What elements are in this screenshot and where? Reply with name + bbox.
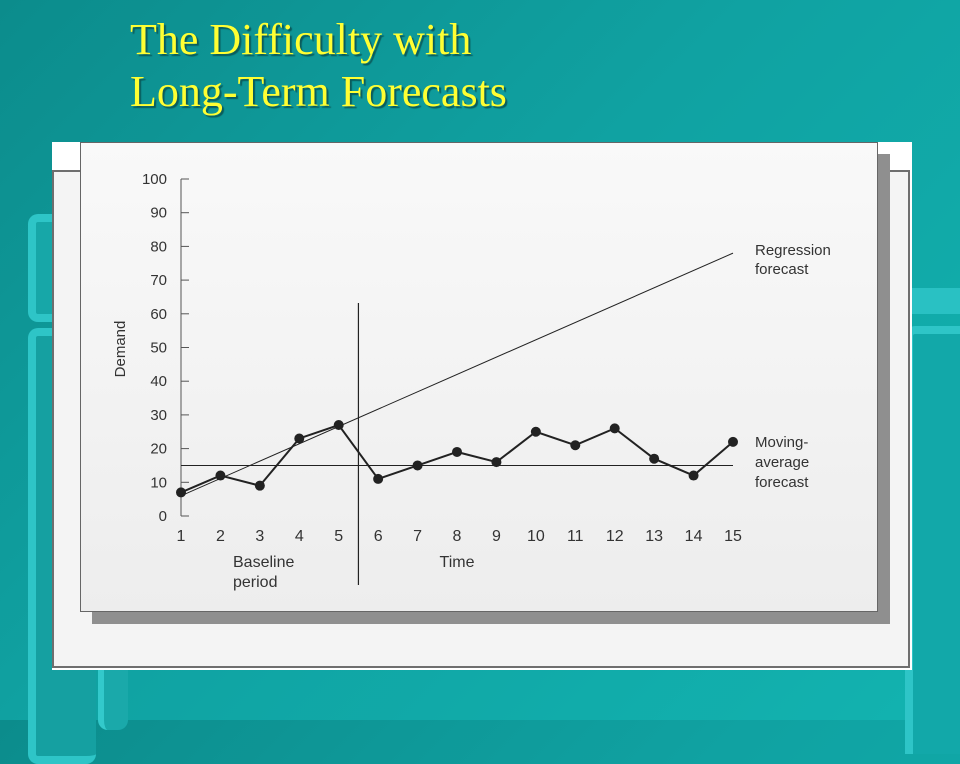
x-tick-label: 10 bbox=[527, 528, 545, 545]
demand-point bbox=[688, 470, 699, 481]
slide-title: The Difficulty with Long-Term Forecasts bbox=[130, 14, 507, 118]
x-tick-label: 8 bbox=[453, 528, 462, 545]
x-tick-label: 13 bbox=[645, 528, 663, 545]
y-tick-label: 0 bbox=[159, 508, 167, 525]
x-tick-label: 6 bbox=[374, 528, 383, 545]
decor-bracket-right bbox=[905, 326, 960, 754]
y-tick-label: 40 bbox=[150, 373, 167, 390]
demand-point bbox=[254, 480, 265, 491]
moving-label-line1: Moving- bbox=[755, 434, 808, 451]
y-tick-label: 90 bbox=[150, 205, 167, 222]
y-axis-label: Demand bbox=[112, 321, 129, 378]
demand-point bbox=[373, 473, 384, 484]
x-tick-label: 4 bbox=[295, 528, 304, 545]
demand-point bbox=[728, 436, 738, 447]
demand-point bbox=[491, 457, 502, 468]
x-tick-label: 14 bbox=[685, 528, 703, 545]
y-tick-label: 70 bbox=[150, 272, 167, 289]
demand-point bbox=[452, 446, 462, 457]
x-tick-label: 5 bbox=[334, 528, 343, 545]
chart-card: 0 10 20 30 40 50 60 70 80 90 100 1 2 3 4 5 6 7 8 9 10 11 12 13 1… bbox=[80, 142, 878, 612]
regression-label-line2: forecast bbox=[755, 261, 809, 278]
x-tick-label: 2 bbox=[216, 528, 225, 545]
slide-title-line1: The Difficulty with bbox=[130, 15, 472, 64]
slide-title-line2: Long-Term Forecasts bbox=[130, 67, 507, 116]
regression-forecast-line bbox=[180, 252, 734, 497]
demand-point bbox=[294, 433, 305, 444]
x-tick-label: 11 bbox=[567, 528, 584, 545]
demand-point bbox=[570, 440, 581, 451]
y-tick-label: 80 bbox=[150, 238, 167, 255]
x-tick-label: 15 bbox=[724, 528, 742, 545]
x-tick-label: 12 bbox=[606, 528, 624, 545]
demand-point bbox=[649, 453, 660, 464]
baseline-label-line2: period bbox=[233, 574, 277, 591]
regression-label-line1: Regression bbox=[755, 242, 831, 259]
demand-point bbox=[215, 470, 226, 481]
demand-point bbox=[412, 460, 423, 471]
x-tick-label: 9 bbox=[492, 528, 501, 545]
moving-label-line2: average bbox=[755, 454, 809, 471]
y-tick-label: 50 bbox=[150, 340, 167, 357]
x-tick-label: 3 bbox=[255, 528, 264, 545]
demand-point bbox=[530, 426, 541, 437]
y-tick-label: 10 bbox=[150, 474, 167, 491]
demand-point bbox=[176, 487, 186, 498]
x-tick-label: 1 bbox=[177, 528, 186, 545]
y-tick-label: 30 bbox=[150, 407, 167, 424]
decor-tab-right bbox=[905, 288, 960, 314]
chart-figure: 0 10 20 30 40 50 60 70 80 90 100 1 2 3 4 5 6 7 8 9 10 11 12 13 1… bbox=[52, 142, 912, 670]
y-tick-label: 20 bbox=[150, 441, 167, 458]
moving-label-line3: forecast bbox=[755, 474, 809, 491]
x-axis-label: Time bbox=[440, 554, 475, 571]
y-tick-label: 100 bbox=[142, 171, 167, 188]
demand-point bbox=[333, 420, 344, 431]
marker-layer bbox=[176, 420, 738, 498]
baseline-label-line1: Baseline bbox=[233, 554, 294, 571]
demand-point bbox=[609, 423, 620, 434]
y-tick-label: 60 bbox=[150, 306, 167, 323]
x-tick-label: 7 bbox=[413, 528, 422, 545]
